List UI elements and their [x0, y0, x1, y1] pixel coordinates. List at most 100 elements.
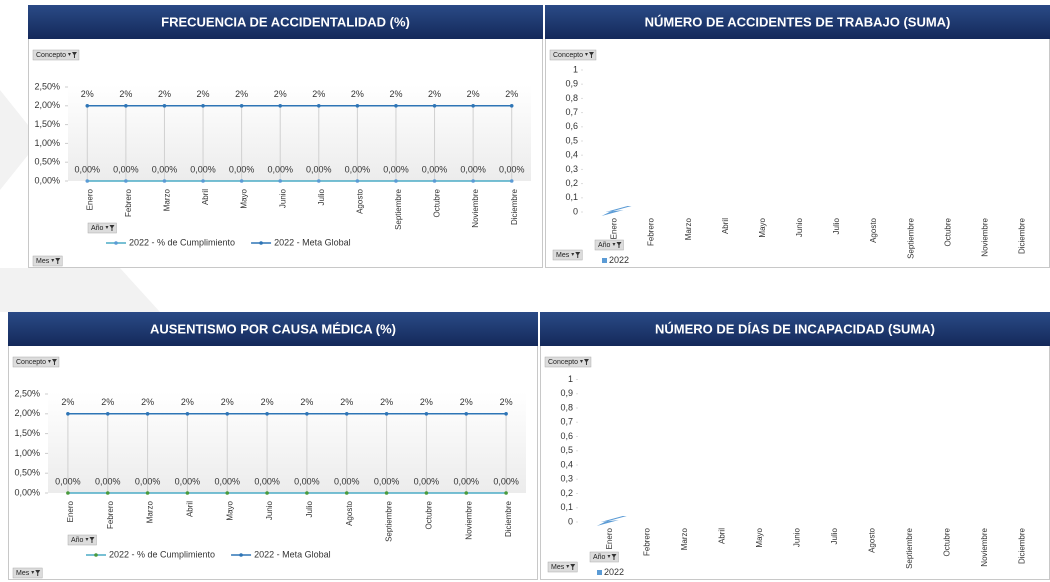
x-tick-label: Agosto	[867, 527, 876, 552]
data-label: 2%	[467, 89, 480, 99]
filter-button[interactable]: Concepto	[544, 356, 592, 368]
y-tick-label: 0,8	[560, 402, 573, 412]
filter-label: Mes	[16, 570, 30, 577]
x-tick-label: Septiembre	[905, 527, 914, 568]
point	[509, 104, 514, 108]
y-tick-label: 0,1	[565, 192, 578, 202]
y-tick-label: 1,00%	[14, 448, 40, 458]
x-tick-label: Noviembre	[471, 188, 480, 227]
y-tick-label: 1,00%	[34, 138, 60, 148]
data-label: 2%	[420, 397, 433, 407]
y-tick-label: 0,6	[560, 431, 573, 441]
filter-icon	[35, 570, 41, 576]
point	[394, 104, 398, 108]
filter-label: Año	[71, 537, 84, 544]
filter-button[interactable]: Año	[594, 239, 624, 251]
x-tick-label: Abril	[201, 189, 210, 205]
data-label: 0,00%	[254, 476, 280, 486]
filter-label: Concepto	[16, 359, 46, 366]
filter-box	[67, 534, 97, 546]
data-label: 0,00%	[294, 476, 320, 486]
point	[124, 104, 128, 108]
data-label: 0,00%	[422, 164, 448, 174]
filter-button[interactable]: Mes	[12, 567, 43, 579]
x-tick-label: Febrero	[124, 188, 133, 217]
legend-marker	[114, 241, 118, 245]
filter-icon	[588, 52, 594, 58]
filter-button[interactable]: Concepto	[549, 49, 597, 61]
point	[509, 179, 514, 183]
filter-icon	[611, 554, 617, 560]
x-tick-label: Mayo	[758, 217, 767, 237]
point	[162, 179, 167, 183]
y-tick-label: 0,00%	[14, 487, 40, 497]
point	[384, 491, 389, 495]
filter-button[interactable]: Año	[589, 551, 619, 563]
point	[162, 104, 167, 108]
filter-label: Concepto	[548, 359, 578, 366]
data-label: 0,00%	[374, 476, 400, 486]
x-tick-label: Diciembre	[1018, 217, 1027, 254]
x-tick-label: Agosto	[345, 500, 354, 525]
y-tick-label: 0,5	[560, 445, 573, 455]
point	[145, 491, 150, 495]
plot-area	[68, 85, 531, 181]
point	[265, 491, 269, 495]
point	[344, 491, 349, 495]
point	[305, 412, 309, 416]
data-label: 0,00%	[175, 476, 201, 486]
point	[504, 491, 508, 495]
bar	[601, 206, 632, 216]
filter-icon	[607, 555, 611, 558]
point	[344, 412, 349, 416]
point	[384, 412, 389, 416]
chart-panel: FRECUENCIA DE ACCIDENTALIDAD (%) Concepto…	[28, 5, 543, 268]
data-label: 2%	[119, 89, 132, 99]
filter-label: Mes	[551, 564, 565, 571]
point	[66, 412, 70, 416]
chart-panel: NÚMERO DE ACCIDENTES DE TRABAJO (SUMA) Co…	[545, 5, 1050, 268]
filter-button[interactable]: Concepto	[32, 49, 80, 61]
filter-icon	[566, 565, 570, 568]
data-label: 2%	[141, 397, 154, 407]
y-tick-label: 0,3	[560, 474, 573, 484]
legend-marker	[239, 553, 243, 557]
point	[355, 179, 360, 183]
point	[85, 104, 90, 108]
filter-icon	[105, 226, 109, 229]
point	[105, 412, 110, 416]
y-tick-label: 0,00%	[34, 175, 60, 185]
x-tick-label: Junio	[278, 188, 287, 208]
data-label: 0,00%	[499, 164, 525, 174]
data-label: 2%	[300, 397, 313, 407]
filter-button[interactable]: Mes	[547, 561, 578, 573]
filter-button[interactable]: Mes	[32, 255, 63, 267]
x-tick-label: Agosto	[869, 217, 878, 242]
filter-box	[594, 239, 624, 251]
data-label: 0,00%	[135, 476, 161, 486]
filter-button[interactable]: Año	[87, 222, 117, 234]
filter-label: Concepto	[36, 52, 66, 59]
filter-button[interactable]: Concepto	[12, 356, 60, 368]
data-label: 0,00%	[414, 476, 440, 486]
x-tick-label: Febrero	[642, 527, 651, 556]
data-label: 2%	[235, 89, 248, 99]
y-tick-label: 2,00%	[34, 100, 60, 110]
filter-icon	[31, 571, 35, 574]
point	[504, 412, 508, 416]
point	[225, 491, 230, 495]
x-tick-label: Marzo	[163, 188, 172, 211]
filter-button[interactable]: Mes	[552, 249, 583, 261]
point	[394, 179, 398, 183]
legend-label: 2022 - Meta Global	[274, 237, 351, 247]
filter-box	[589, 551, 619, 563]
point	[471, 104, 475, 108]
filter-button[interactable]: Año	[67, 534, 97, 546]
x-tick-label: Mayo	[225, 500, 234, 520]
point	[124, 179, 128, 183]
filter-box	[552, 249, 583, 261]
filter-label: Año	[91, 225, 104, 232]
chart-panel: NÚMERO DE DÍAS DE INCAPACIDAD (SUMA) Conc…	[540, 312, 1050, 580]
data-label: 0,00%	[55, 476, 81, 486]
